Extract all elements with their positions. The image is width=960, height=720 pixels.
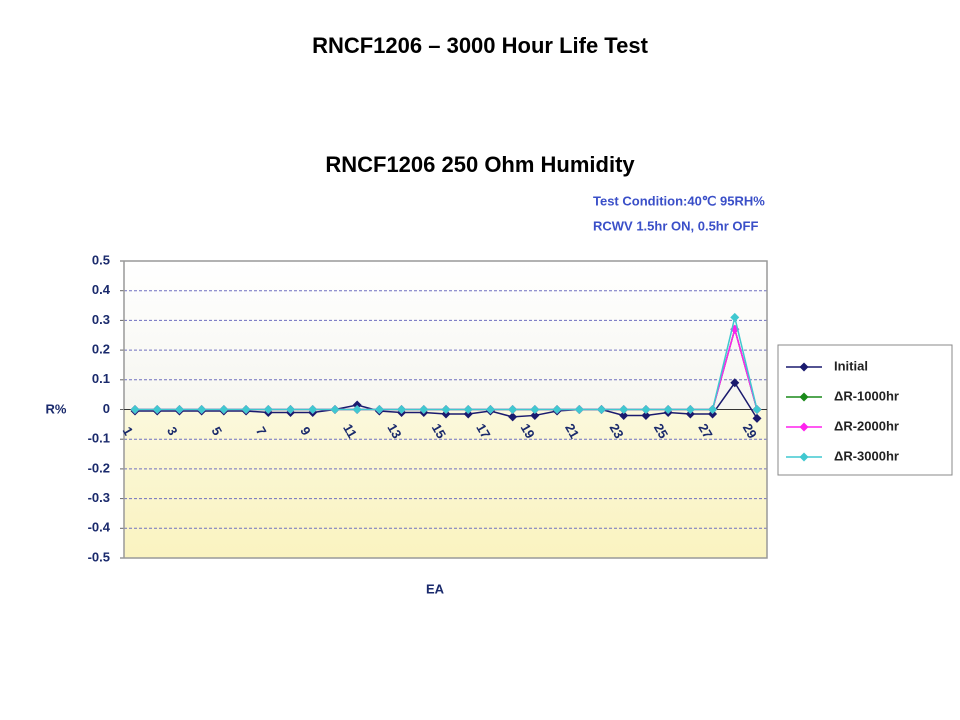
legend-marker xyxy=(799,422,809,432)
data-point xyxy=(752,405,762,414)
y-tick-label: 0.3 xyxy=(92,312,110,327)
data-point xyxy=(730,312,740,322)
data-point xyxy=(641,405,651,414)
data-point xyxy=(685,405,695,414)
data-point xyxy=(530,405,540,414)
chart-title: RNCF1206 250 Ohm Humidity xyxy=(325,152,635,177)
legend-label: Initial xyxy=(834,358,868,373)
data-point xyxy=(730,378,740,388)
y-tick-label: -0.4 xyxy=(88,520,111,535)
x-tick-label: 19 xyxy=(518,421,538,441)
data-point xyxy=(419,405,429,414)
data-point xyxy=(219,405,229,414)
data-point xyxy=(552,405,562,414)
data-point xyxy=(619,410,629,420)
x-tick-label: 29 xyxy=(740,421,760,441)
data-point xyxy=(663,405,673,414)
data-point xyxy=(352,405,362,414)
y-axis-title: R% xyxy=(46,401,67,416)
data-point xyxy=(374,405,384,414)
y-tick-label: -0.3 xyxy=(88,490,110,505)
legend-marker xyxy=(799,392,809,402)
data-point xyxy=(308,405,318,414)
legend-label: ΔR-2000hr xyxy=(834,418,899,433)
data-point xyxy=(463,405,473,414)
data-point xyxy=(574,405,584,414)
y-tick-label: -0.2 xyxy=(88,460,110,475)
data-point xyxy=(241,405,251,414)
annotation: RCWV 1.5hr ON, 0.5hr OFF xyxy=(593,218,758,233)
plot-area-lower xyxy=(124,409,767,558)
annotation: Test Condition:40℃ 95RH% xyxy=(593,193,765,208)
data-point xyxy=(397,405,407,414)
data-point xyxy=(263,405,273,414)
data-point xyxy=(708,405,718,414)
y-tick-label: 0 xyxy=(103,401,110,416)
y-tick-label: 0.4 xyxy=(92,282,111,297)
data-point xyxy=(152,405,162,414)
x-tick-label: 25 xyxy=(651,421,671,441)
x-axis-title: EA xyxy=(426,581,445,596)
data-point xyxy=(752,413,762,423)
y-tick-label: 0.5 xyxy=(92,252,110,267)
data-point xyxy=(530,410,540,420)
data-point xyxy=(174,405,184,414)
data-point xyxy=(441,405,451,414)
data-point xyxy=(330,405,340,414)
x-tick-label: 11 xyxy=(340,421,360,440)
page-title: RNCF1206 – 3000 Hour Life Test xyxy=(312,33,648,58)
y-tick-label: -0.1 xyxy=(88,431,110,446)
data-point xyxy=(597,405,606,414)
data-point xyxy=(619,405,629,414)
y-tick-label: 0.1 xyxy=(92,371,110,386)
x-tick-label: 23 xyxy=(607,421,627,441)
x-tick-label: 27 xyxy=(695,421,715,441)
x-tick-label: 21 xyxy=(562,421,582,441)
legend-marker xyxy=(799,362,809,372)
x-tick-label: 17 xyxy=(473,421,493,441)
y-tick-label: -0.5 xyxy=(88,549,110,564)
data-point xyxy=(641,410,651,420)
x-tick-label: 15 xyxy=(429,421,449,441)
plot-area-upper xyxy=(124,261,767,410)
y-tick-label: 0.2 xyxy=(92,342,110,357)
data-point xyxy=(130,405,140,414)
x-tick-label: 13 xyxy=(384,421,404,441)
legend-label: ΔR-1000hr xyxy=(834,388,899,403)
legend-label: ΔR-3000hr xyxy=(834,448,899,463)
data-point xyxy=(508,412,518,422)
data-point xyxy=(286,405,295,414)
data-point xyxy=(508,405,518,414)
data-point xyxy=(485,405,495,414)
legend-marker xyxy=(799,452,809,462)
data-point xyxy=(197,405,207,414)
